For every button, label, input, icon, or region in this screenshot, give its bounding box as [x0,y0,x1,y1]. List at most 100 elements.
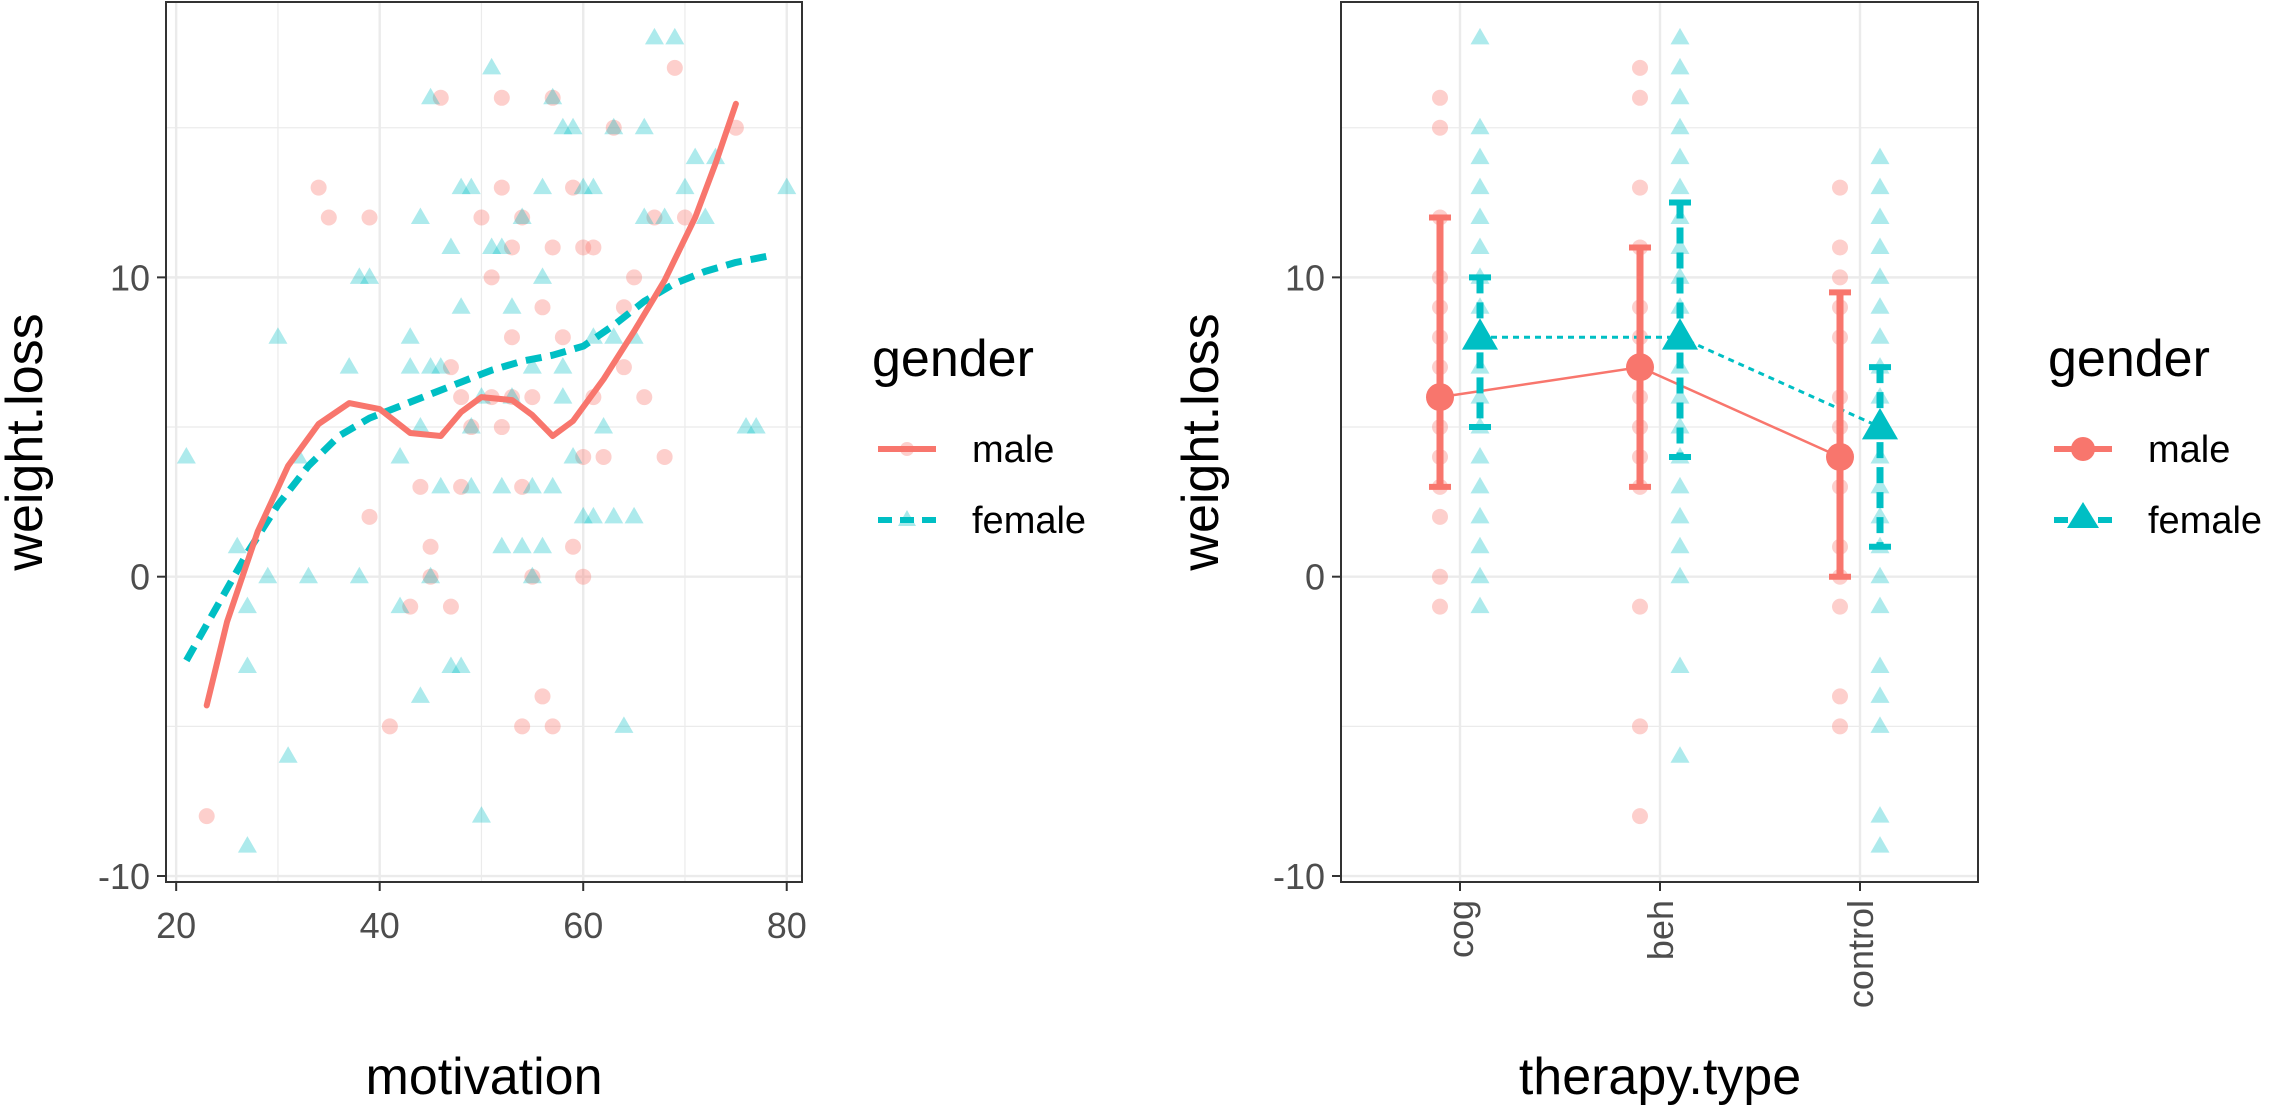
right-y-axis-title: weight.loss [1172,313,1230,571]
male-point [575,239,592,256]
male-point [646,209,663,226]
female-point [1870,267,1890,284]
left-y-axis-title: weight.loss [0,313,54,571]
male-point [453,389,470,406]
right-y-tick-label: 0 [1305,557,1325,598]
right-x-tick-label: cog [1440,900,1481,958]
female-point [1870,596,1890,614]
male-point [483,269,500,286]
male-point [565,538,582,555]
left-x-tick-label: 60 [563,905,603,946]
female-point [512,207,532,225]
left-x-axis-title: motivation [366,1048,603,1106]
male-point [1632,598,1648,615]
female-point [441,237,461,254]
male-point [575,568,592,585]
female-point [1870,656,1890,673]
left-x-tick-label: 20 [156,905,196,946]
female-point [1870,566,1890,584]
female-point [1870,147,1890,165]
female-point [421,566,441,584]
female-point [1670,387,1690,404]
female-point [1670,746,1690,763]
female-point [1670,147,1690,165]
female-point [1470,147,1490,165]
male-point [1832,269,1848,286]
female-point [583,506,603,524]
female-point [685,147,705,165]
male-point [514,209,531,226]
female-point [1870,506,1890,524]
male-point [1832,179,1848,196]
female-point [410,207,430,225]
left-y-tick-label: -10 [98,856,150,897]
female-point [1870,476,1890,494]
female-point [553,387,573,404]
female-point [390,596,410,614]
female-point [1670,237,1690,254]
female-point [482,237,502,254]
female-point [441,656,461,673]
male-point [1432,568,1448,585]
male-point [626,269,643,286]
female-point [594,417,614,434]
female-point [1470,446,1490,464]
female-point [1670,476,1690,494]
female-point [675,177,695,195]
female-point [492,476,512,494]
male-point [666,59,683,76]
female-point [1470,506,1490,524]
female-point [1870,686,1890,703]
female-point [1470,207,1490,225]
male-point [503,239,520,256]
female-point [583,177,603,195]
female-point [573,506,593,524]
female-point [522,357,542,374]
male-point [453,478,470,495]
male-point [544,718,561,735]
female-point [492,536,512,554]
male-point [1832,718,1848,735]
male-point [422,568,439,585]
male-point [544,89,561,106]
female-mean-point [1461,318,1499,350]
male-point [1832,598,1848,615]
male-point [676,209,693,226]
female-point [665,27,685,45]
female-point [451,177,471,195]
male-point [442,598,459,615]
male-point [503,329,520,346]
female-point [237,596,257,614]
male-point [442,359,459,376]
male-mean-point [1826,442,1854,471]
female-point [1670,57,1690,75]
female-point [176,446,196,464]
female-point [431,357,451,374]
left-legend-label-female: female [972,500,1086,542]
left-y-tick-label: 10 [110,257,150,298]
left-legend-label-male: male [972,429,1054,471]
male-point [198,808,215,825]
female-point [1670,267,1690,284]
male-point [1432,89,1448,106]
male-point [310,179,327,196]
female-point [522,476,542,494]
female-point [421,357,441,374]
female-point [227,536,247,554]
male-point [656,448,673,465]
female-point [533,177,553,195]
female-point [563,446,583,464]
male-mean-point [1426,383,1454,412]
female-point [1670,117,1690,135]
male-point [636,389,653,406]
male-point [473,209,490,226]
female-point [1870,327,1890,344]
left-smooth-lines [183,100,768,709]
male-point [615,359,632,376]
right-x-tick-label: control [1840,900,1881,1008]
left-panel: 20 40 60 80 -10 0 10 motivation weight.loss ge… [0,1,1086,1106]
female-point [614,716,634,733]
male-point [1632,89,1648,106]
female-point [237,656,257,673]
male-point [1632,718,1648,735]
